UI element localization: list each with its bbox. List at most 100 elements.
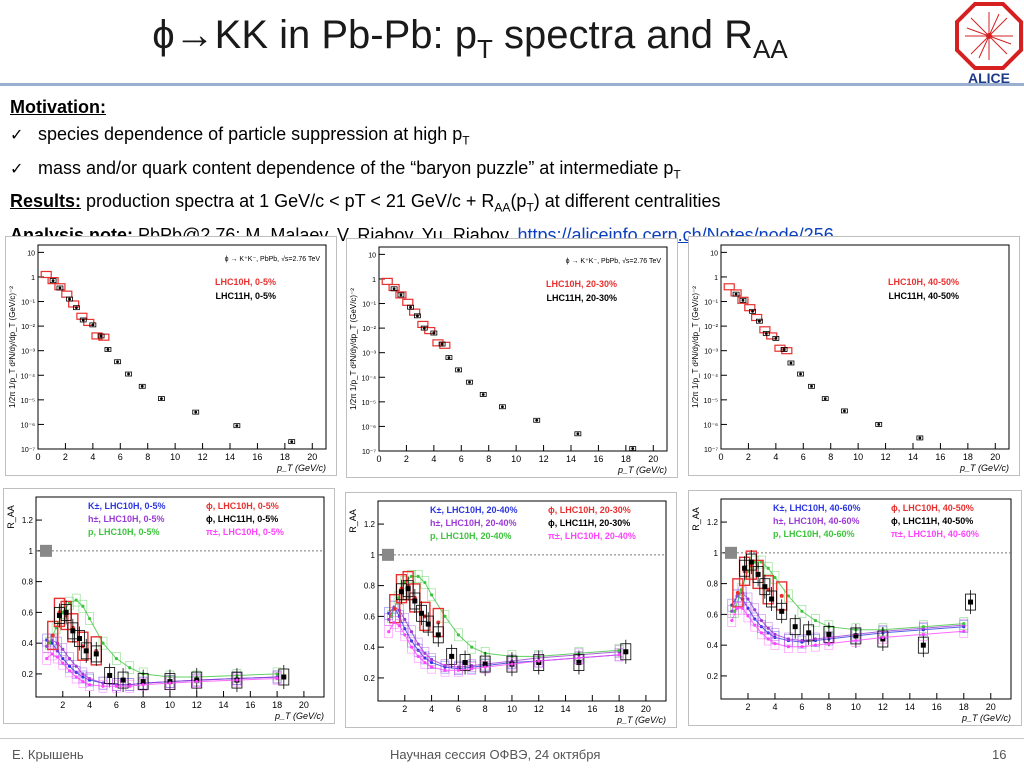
x-tick-label: 16 xyxy=(935,452,945,462)
motivation-label: Motivation: xyxy=(10,97,106,117)
data-point xyxy=(67,656,72,661)
data-point xyxy=(746,597,750,601)
lhc11h-box xyxy=(466,379,473,385)
checkmark-icon: ✓ xyxy=(10,127,24,144)
legend-2: p, LHC10H, 20-40% xyxy=(430,531,512,541)
legend-0: K±, LHC10H, 40-60% xyxy=(773,503,860,513)
data-point xyxy=(128,666,132,670)
data-point xyxy=(81,680,85,684)
y-tick-label: 1.2 xyxy=(22,516,34,525)
sys-box xyxy=(440,610,450,623)
lhc11h-point xyxy=(751,309,754,313)
lhc10h-point xyxy=(381,277,393,286)
x-tick-label: 10 xyxy=(511,454,521,464)
x-tick-label: 12 xyxy=(539,454,549,464)
phi-11h-point xyxy=(853,633,859,639)
data-point xyxy=(61,661,65,665)
lhc11h-box xyxy=(158,396,165,402)
raa-chart-0-5: 2 4 6 8 10 12 14 16 18 20p_T (GeV/c) 0.2 0.4 0.6 0.8 1… xyxy=(6,496,325,721)
series-line xyxy=(731,595,964,643)
lhc11h-box xyxy=(66,296,73,302)
phi-11h-point xyxy=(77,636,83,642)
data-point xyxy=(114,684,118,688)
legend-2: p, LHC10H, 0-5% xyxy=(88,527,160,537)
sys-box xyxy=(770,571,780,584)
plot-frame xyxy=(35,496,325,698)
sys-box xyxy=(851,634,861,647)
sys-box xyxy=(78,667,88,681)
data-point xyxy=(456,633,460,637)
lhc11h-box xyxy=(445,355,453,361)
x-tick-label: 18 xyxy=(621,454,631,464)
phi-10h-point xyxy=(735,590,740,595)
data-point xyxy=(55,655,60,659)
sys-box xyxy=(811,638,820,652)
phi-11h-point xyxy=(623,649,629,655)
plot-frame xyxy=(377,500,667,702)
lhc11h-box xyxy=(438,341,446,347)
spectra-chart-40-50: 0 2 4 6 8 10 12 14 16 18 20p_T (GeV/c) 10⁻⁷ 10⁻⁶ 10⁻⁵… xyxy=(691,244,1010,473)
lhc11h-box xyxy=(732,291,740,297)
spectra-plot-0-5: 0 2 4 6 8 10 12 14 16 18 20 p_T (GeV/c) 10⁻⁷ 10⁻⁶ 10⁻⁵… xyxy=(5,236,337,476)
lhc11h-box xyxy=(89,322,97,328)
sys-box xyxy=(770,628,780,641)
sys-box xyxy=(47,647,57,661)
motivation-row: Motivation: xyxy=(10,94,1010,121)
lhc11h-box xyxy=(841,408,848,414)
sys-box xyxy=(192,675,202,688)
data-point xyxy=(753,560,757,564)
data-point xyxy=(510,662,514,666)
phi-11h-point xyxy=(742,565,748,571)
lhc11h-box xyxy=(397,292,405,298)
legend-1: h±, LHC10H, 20-40% xyxy=(430,518,516,528)
sys-box xyxy=(454,628,463,642)
sys-box xyxy=(420,656,430,669)
sys-box xyxy=(272,672,282,685)
lhc11h-box xyxy=(192,409,200,415)
series-line xyxy=(46,653,278,687)
legend-4: ϕ, LHC11H, 20-30% xyxy=(548,518,630,528)
text-block: Motivation: ✓ species dependence of parti… xyxy=(10,94,1010,249)
sys-box xyxy=(757,614,766,627)
series-line xyxy=(46,639,278,686)
data-point xyxy=(753,623,757,627)
y-tick-label: 0.2 xyxy=(707,672,719,681)
sys-box xyxy=(738,601,747,615)
lhc10h-point xyxy=(402,298,414,306)
sys-box xyxy=(784,632,793,646)
phi-11h-point xyxy=(449,653,455,659)
data-point xyxy=(141,683,145,687)
lhc11h-box xyxy=(808,383,815,389)
lhc11h-point xyxy=(91,323,95,327)
legend-3: ϕ, LHC10H, 40-50% xyxy=(891,503,974,513)
spectra-chart-0-5: 0 2 4 6 8 10 12 14 16 18 20p_T (GeV/c) 10⁻⁷ 10⁻⁶ 10⁻⁵… xyxy=(8,244,327,473)
chart-header: ϕ → K⁺K⁻, PbPb, √s=2.76 TeV xyxy=(225,255,321,263)
data-point xyxy=(854,638,858,643)
phi-11h-point xyxy=(70,628,76,634)
x-tick-label: 0 xyxy=(35,452,40,462)
y-tick-label: 10⁻² xyxy=(704,324,718,331)
data-point xyxy=(443,664,447,668)
lhc10h-point xyxy=(759,326,771,334)
x-tick-label: 12 xyxy=(192,700,202,710)
data-point xyxy=(786,645,791,649)
lhc11h-point xyxy=(422,326,426,330)
data-point xyxy=(470,667,474,671)
x-tick-label: 10 xyxy=(851,702,861,712)
x-tick-label: 16 xyxy=(587,704,597,714)
plot-frame xyxy=(378,246,668,452)
y-axis-label: R_AA xyxy=(691,507,701,531)
x-tick-label: 14 xyxy=(225,452,235,462)
data-point xyxy=(403,633,407,637)
alice-logo-text: ALICE xyxy=(968,70,1010,86)
y-tick-label: 10⁻² xyxy=(362,326,376,333)
data-point xyxy=(753,608,757,612)
x-tick-label: 2 xyxy=(60,700,65,710)
results-text-a: production spectra at 1 GeV/c < pT < 21 … xyxy=(81,191,495,212)
legend-2: p, LHC10H, 40-60% xyxy=(773,529,855,539)
lhc11h-box xyxy=(407,304,414,310)
legend-lhc11h: LHC11H, 0-5% xyxy=(215,291,276,301)
lhc11h-box xyxy=(73,305,80,311)
sys-box xyxy=(797,605,807,618)
phi-11h-point xyxy=(425,621,431,627)
